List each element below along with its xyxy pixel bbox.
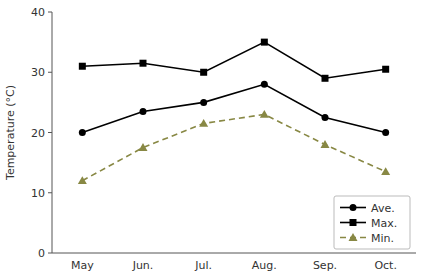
y-tick-label: 0 [38, 247, 45, 260]
series-line [82, 114, 385, 180]
point [200, 99, 207, 106]
point [322, 114, 329, 121]
point [140, 60, 147, 67]
x-tick-label: Jul. [194, 259, 212, 272]
y-tick [48, 192, 52, 193]
legend-marker [350, 204, 357, 211]
y-tick [48, 253, 52, 254]
legend-marker [350, 219, 357, 226]
x-tick-label: May [71, 259, 94, 272]
legend-label: Min. [371, 232, 394, 245]
point [322, 75, 329, 82]
legend-label: Ave. [371, 202, 395, 215]
y-tick [48, 132, 52, 133]
legend: Ave. Max. Min. [334, 196, 410, 249]
x-tick-label: Jun. [132, 259, 154, 272]
y-tick-label: 20 [31, 127, 45, 140]
plot-area [78, 39, 390, 184]
x-tick-label: Oct. [374, 259, 397, 272]
point [140, 108, 147, 115]
point [78, 176, 87, 184]
point [382, 66, 389, 73]
series-line [82, 42, 385, 78]
point [261, 39, 268, 46]
point [381, 167, 390, 175]
chart: 0 10 20 30 40 May Jun. Jul. Aug. Sep. Oct. Temperat… [0, 0, 426, 279]
legend-label: Max. [371, 217, 397, 230]
point [261, 81, 268, 88]
point [139, 143, 148, 151]
x-axis [52, 253, 416, 254]
x-tick-label: Sep. [313, 259, 337, 272]
y-tick [48, 12, 52, 13]
point [79, 63, 86, 70]
point [79, 129, 86, 136]
point [260, 110, 269, 118]
point [200, 69, 207, 76]
point [382, 129, 389, 136]
y-tick-label: 40 [31, 6, 45, 19]
point [321, 140, 330, 148]
y-axis-label: Temperature (°C) [4, 85, 17, 181]
y-tick-label: 10 [31, 187, 45, 200]
point [199, 119, 208, 127]
legend-box [334, 196, 410, 249]
y-tick-label: 30 [31, 66, 45, 79]
legend-marker [349, 233, 358, 241]
x-tick-label: Aug. [252, 259, 277, 272]
y-tick [48, 72, 52, 73]
series-line [82, 84, 385, 132]
